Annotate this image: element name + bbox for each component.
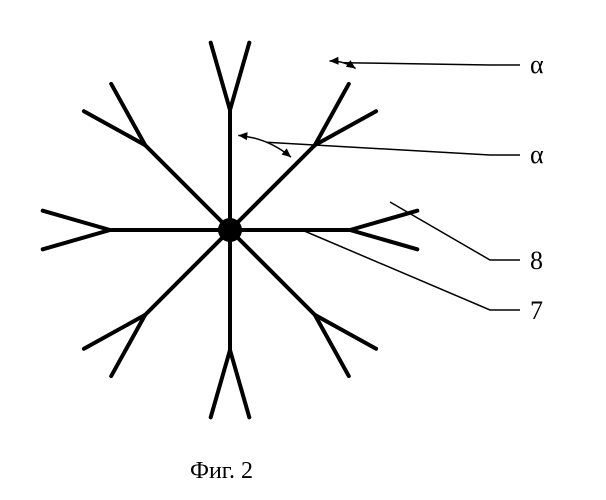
figure-caption: Фиг. 2 bbox=[190, 458, 253, 485]
label-7: 7 bbox=[530, 296, 543, 326]
label-8: 8 bbox=[530, 246, 543, 276]
label-alpha-2: α bbox=[530, 140, 544, 170]
label-alpha-1: α bbox=[530, 50, 544, 80]
figure-svg bbox=[0, 0, 606, 500]
